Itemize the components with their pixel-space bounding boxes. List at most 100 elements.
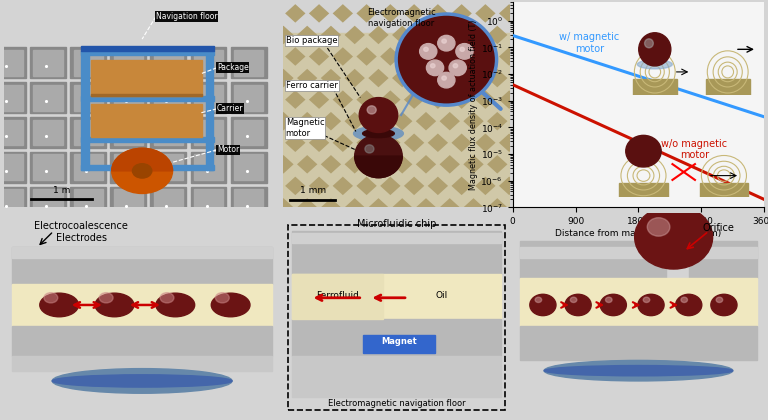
Polygon shape: [297, 155, 317, 173]
Bar: [520, 326, 756, 360]
Polygon shape: [333, 4, 353, 23]
Text: Electrocoalescence
Electrodes: Electrocoalescence Electrodes: [35, 221, 128, 243]
Polygon shape: [535, 112, 555, 131]
Bar: [520, 241, 666, 278]
Polygon shape: [345, 112, 365, 131]
Bar: [190, 47, 227, 78]
Bar: [74, 50, 103, 76]
Text: Ferrofluid: Ferrofluid: [316, 291, 359, 300]
Circle shape: [99, 293, 113, 303]
Bar: [362, 335, 435, 353]
Bar: [194, 155, 223, 180]
Polygon shape: [475, 4, 495, 23]
Polygon shape: [463, 155, 484, 173]
Circle shape: [426, 60, 444, 76]
Bar: [114, 120, 143, 145]
Bar: [81, 51, 214, 55]
Bar: [689, 241, 756, 278]
Polygon shape: [439, 198, 460, 217]
Ellipse shape: [362, 129, 394, 138]
Circle shape: [605, 297, 612, 302]
Bar: [234, 50, 263, 76]
Polygon shape: [523, 4, 543, 23]
Circle shape: [647, 218, 670, 236]
Polygon shape: [547, 47, 567, 66]
Text: 1 m: 1 m: [53, 186, 71, 195]
Polygon shape: [523, 47, 543, 66]
Bar: [34, 85, 63, 110]
Polygon shape: [415, 112, 436, 131]
Circle shape: [565, 294, 591, 316]
Circle shape: [215, 293, 229, 303]
Bar: [114, 155, 143, 180]
Polygon shape: [404, 177, 424, 195]
Polygon shape: [499, 90, 519, 109]
Polygon shape: [415, 155, 436, 173]
Bar: [30, 47, 66, 78]
Bar: [81, 165, 214, 171]
Bar: [0, 120, 22, 145]
Polygon shape: [273, 198, 293, 217]
Bar: [230, 47, 266, 78]
Polygon shape: [321, 69, 341, 87]
Polygon shape: [452, 134, 472, 152]
Bar: [293, 231, 501, 274]
Polygon shape: [392, 112, 412, 131]
Polygon shape: [463, 112, 484, 131]
Text: Oil: Oil: [435, 291, 448, 300]
Polygon shape: [369, 155, 389, 173]
Circle shape: [355, 134, 402, 178]
Polygon shape: [452, 4, 472, 23]
Text: Electromagnetic navigation floor: Electromagnetic navigation floor: [328, 399, 465, 408]
Bar: [293, 356, 501, 397]
Bar: [0, 50, 22, 76]
Bar: [151, 152, 187, 183]
Circle shape: [359, 97, 398, 132]
Polygon shape: [535, 198, 555, 217]
Bar: [34, 120, 63, 145]
Polygon shape: [523, 220, 543, 238]
Circle shape: [431, 64, 435, 68]
Bar: [194, 120, 223, 145]
Circle shape: [419, 44, 437, 59]
Circle shape: [634, 205, 713, 269]
Bar: [111, 152, 146, 183]
Polygon shape: [273, 112, 293, 131]
Circle shape: [365, 145, 374, 153]
Circle shape: [438, 72, 455, 88]
Polygon shape: [333, 90, 353, 109]
Polygon shape: [415, 26, 436, 44]
Polygon shape: [392, 155, 412, 173]
Polygon shape: [369, 26, 389, 44]
Circle shape: [438, 35, 455, 51]
Bar: [70, 82, 106, 113]
Polygon shape: [499, 134, 519, 152]
Polygon shape: [321, 26, 341, 44]
Circle shape: [644, 297, 650, 302]
Bar: [154, 155, 183, 180]
Polygon shape: [523, 177, 543, 195]
Polygon shape: [499, 177, 519, 195]
Polygon shape: [475, 220, 495, 238]
Polygon shape: [404, 90, 424, 109]
Polygon shape: [345, 26, 365, 44]
Bar: [0, 117, 26, 148]
Bar: [34, 50, 63, 76]
Polygon shape: [261, 220, 282, 238]
Polygon shape: [250, 155, 270, 173]
Polygon shape: [273, 0, 293, 1]
Bar: [154, 120, 183, 145]
Polygon shape: [428, 134, 448, 152]
Polygon shape: [547, 90, 567, 109]
Bar: [91, 60, 201, 96]
Bar: [194, 50, 223, 76]
Polygon shape: [463, 69, 484, 87]
Polygon shape: [487, 26, 508, 44]
Polygon shape: [356, 4, 377, 23]
Circle shape: [367, 106, 376, 114]
Circle shape: [638, 294, 664, 316]
Polygon shape: [285, 47, 306, 66]
Text: Microfluidic chip: Microfluidic chip: [357, 219, 436, 229]
Bar: [70, 187, 106, 218]
Polygon shape: [273, 155, 293, 173]
